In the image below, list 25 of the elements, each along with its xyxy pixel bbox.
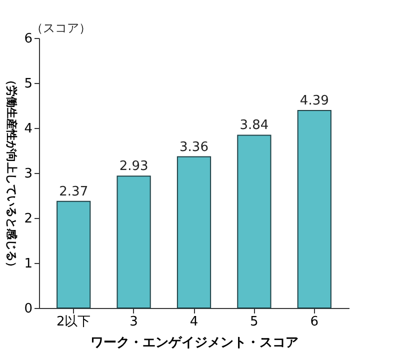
x-tick-label: 3 [130, 314, 138, 330]
text: （スコア） [31, 21, 91, 35]
x-tick-label: 4 [190, 314, 198, 330]
bar [237, 134, 272, 308]
y-tick-label: 0 [24, 302, 32, 316]
data-label: 2.93 [119, 159, 148, 174]
data-label: 3.36 [180, 140, 208, 155]
data-label: 4.39 [300, 93, 329, 108]
bar [116, 176, 151, 308]
data-label: 3.84 [240, 118, 269, 134]
x-axis-title: ワーク・エンゲイジメント・スコア [90, 336, 298, 349]
bar [176, 156, 212, 308]
y-tick-label: 2 [24, 212, 32, 226]
x-tick-label: 2以下 [56, 314, 91, 330]
bar [56, 200, 91, 308]
x-tick-label: 6 [310, 314, 319, 330]
y-tick-label: 6 [24, 32, 32, 46]
bar [297, 110, 332, 308]
y-tick-label: 4 [24, 122, 32, 136]
y-axis-title: （労働生産性が向上していると感じる） [5, 74, 18, 272]
y-tick-label: 1 [24, 256, 32, 272]
y-tick-label: 3 [24, 166, 32, 182]
y-tick-label: 5 [24, 76, 32, 92]
data-label: 2.37 [59, 184, 88, 200]
x-tick-label: 5 [250, 314, 258, 330]
